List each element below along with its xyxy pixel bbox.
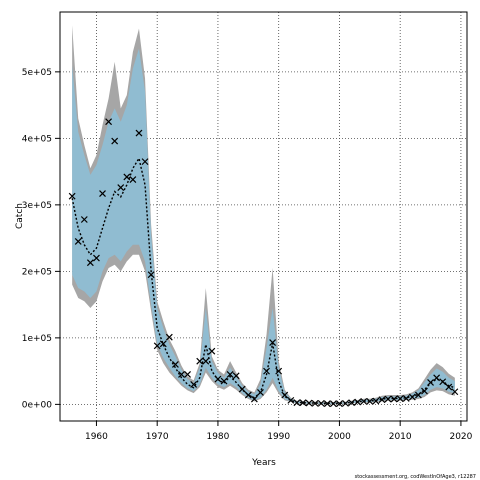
observed-point	[408, 393, 416, 401]
observed-point	[433, 374, 441, 382]
observed-point	[238, 385, 246, 393]
observed-point	[220, 377, 228, 385]
observed-point	[165, 333, 173, 341]
observed-point	[153, 342, 161, 350]
observed-point	[281, 391, 289, 399]
observed-point	[111, 137, 119, 145]
observed-point	[141, 158, 149, 166]
x-axis-title: Years	[251, 458, 276, 468]
observed-point	[390, 395, 398, 403]
observed-point	[93, 254, 100, 262]
observed-point	[269, 339, 277, 346]
observed-point	[323, 400, 331, 408]
observed-point	[80, 216, 88, 223]
observed-point	[190, 380, 198, 388]
x-tick-label: 2010	[389, 432, 412, 442]
observed-point	[445, 383, 453, 391]
y-tick-label: 1e+05	[22, 334, 52, 344]
observed-point	[354, 398, 362, 406]
observed-point	[184, 371, 191, 378]
observed-point	[311, 399, 319, 407]
observed-point	[123, 173, 131, 181]
y-tick-label: 3e+05	[22, 201, 52, 211]
observed-point	[178, 371, 185, 378]
observed-point	[439, 378, 447, 386]
observed-point	[336, 400, 343, 408]
observed-point	[147, 271, 155, 279]
observed-point	[159, 340, 167, 348]
observed-point	[360, 397, 368, 405]
observed-point	[250, 395, 258, 403]
estimate-line	[71, 156, 456, 405]
x-tick-label: 1970	[146, 432, 169, 442]
observed-point	[129, 176, 137, 184]
observed-point	[427, 379, 434, 386]
observed-point	[68, 192, 76, 200]
x-tick-label: 1990	[267, 432, 290, 442]
x-tick-label: 1980	[206, 432, 229, 442]
y-tick-label: 4e+05	[22, 134, 52, 144]
x-axis: 1960 1970 1980 1990 2000 2010 2020	[85, 421, 473, 442]
observed-point	[263, 367, 270, 375]
y-axis-title: Catch	[15, 203, 25, 229]
observed-point	[293, 399, 301, 407]
observed-point	[348, 399, 356, 407]
observed-point	[202, 357, 210, 365]
observed-point	[226, 371, 234, 378]
inner-confidence-band	[72, 48, 455, 404]
y-tick-label: 2e+05	[22, 267, 52, 277]
plot-frame	[59, 11, 468, 422]
x-tick-label: 1960	[85, 432, 108, 442]
observed-markers	[68, 118, 459, 408]
observed-point	[275, 367, 283, 375]
observed-point	[86, 259, 94, 267]
observed-point	[366, 397, 374, 405]
observed-point	[244, 391, 252, 399]
y-tick-label: 5e+05	[22, 68, 52, 78]
observed-point	[414, 391, 422, 399]
observed-point	[299, 399, 307, 407]
observed-point	[171, 361, 179, 368]
observed-point	[117, 184, 125, 191]
credit-text: stockassessment.org, codWestInOfAge3, r1…	[355, 474, 476, 480]
observed-point	[287, 396, 295, 404]
observed-point	[196, 357, 204, 365]
observed-point	[451, 388, 459, 396]
observed-point	[396, 395, 404, 403]
observed-point	[317, 399, 325, 407]
observed-point	[378, 396, 386, 404]
estimate-series-line	[71, 156, 456, 405]
observed-point	[421, 387, 428, 395]
y-tick-label: 0e+00	[22, 400, 53, 410]
observed-point	[135, 129, 143, 137]
y-axis: 0e+00 1e+05 2e+05 3e+05 4e+05 5e+05	[22, 68, 60, 410]
observed-point	[384, 395, 392, 403]
observed-point	[402, 394, 410, 402]
confidence-bands	[72, 25, 455, 405]
observed-point	[232, 372, 240, 380]
x-tick-label: 2000	[328, 432, 351, 442]
observed-point	[329, 400, 337, 408]
observed-point	[372, 397, 380, 405]
observed-point	[305, 399, 313, 407]
observed-point	[214, 375, 222, 383]
observed-point	[105, 118, 113, 126]
observed-point	[208, 347, 216, 355]
observed-point	[99, 190, 106, 197]
observed-point	[74, 238, 82, 245]
x-tick-label: 2020	[449, 432, 472, 442]
observed-point	[342, 399, 349, 407]
observed-point	[257, 388, 264, 396]
